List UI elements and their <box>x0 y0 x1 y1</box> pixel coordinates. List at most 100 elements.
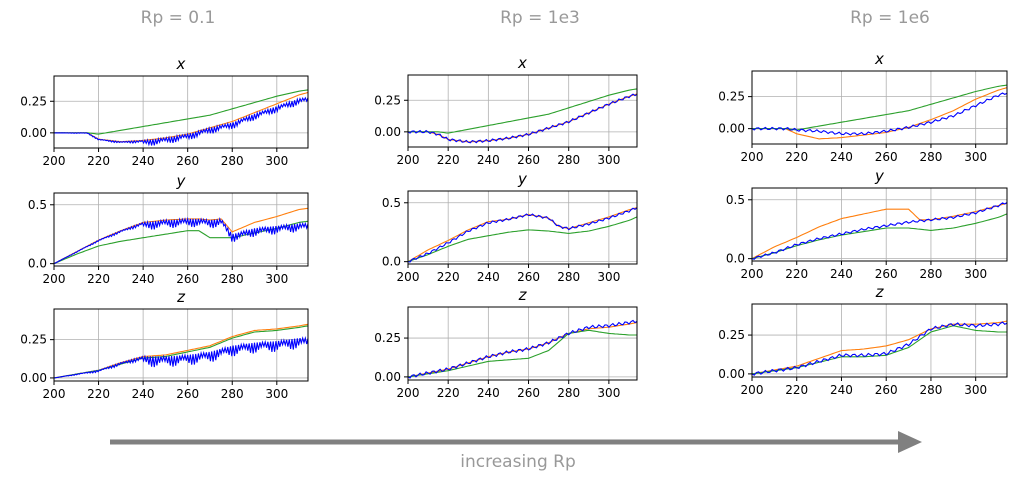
x-tick-label: 220 <box>87 387 110 401</box>
series-line-orange <box>54 91 308 143</box>
axes-frame <box>407 190 638 265</box>
y-tick-label: 0.25 <box>20 333 47 347</box>
x-tick-label: 280 <box>557 153 580 167</box>
subplot-y-col1: 200 220 240 260 280 300 0.0 0.5 y <box>382 170 638 284</box>
x-tick-label: 220 <box>437 270 460 284</box>
x-tick-label: 240 <box>132 387 155 401</box>
y-tick-label: 0.00 <box>20 126 47 140</box>
axes-frame <box>53 192 309 267</box>
x-tick-label: 200 <box>397 270 420 284</box>
subplot-y-col0: 200 220 240 260 280 300 0.0 0.5 y <box>28 172 309 286</box>
subplot-z-col1: 200 220 240 260 280 300 0.00 0.25 z <box>374 286 638 400</box>
x-tick-label: 300 <box>964 267 987 281</box>
subplot-title: z <box>518 286 528 304</box>
x-tick-label: 300 <box>265 387 288 401</box>
y-tick-label: 0.00 <box>718 367 745 381</box>
x-tick-label: 280 <box>221 154 244 168</box>
series-line-orange <box>752 202 1007 260</box>
y-tick-label: 0.0 <box>382 255 401 269</box>
y-tick-label: 0.00 <box>718 122 745 136</box>
series-line-blue <box>752 321 1007 376</box>
x-tick-label: 220 <box>87 154 110 168</box>
x-tick-label: 240 <box>477 386 500 400</box>
subplot-y-col2: 200 220 240 260 280 300 0.0 0.5 y <box>726 167 1008 281</box>
y-tick-label: 0.5 <box>382 196 401 210</box>
x-tick-label: 200 <box>741 267 764 281</box>
subplot-z-col2: 200 220 240 260 280 300 0.00 0.25 z <box>718 283 1008 397</box>
x-tick-label: 280 <box>557 270 580 284</box>
y-tick-label: 0.00 <box>20 371 47 385</box>
subplot-x-col2: 200 220 240 260 280 300 0.00 0.25 x <box>718 50 1008 164</box>
x-tick-label: 260 <box>176 387 199 401</box>
x-tick-label: 300 <box>964 383 987 397</box>
x-tick-label: 300 <box>597 270 620 284</box>
y-tick-label: 0.00 <box>374 125 401 139</box>
x-tick-label: 280 <box>919 150 942 164</box>
x-tick-label: 240 <box>830 150 853 164</box>
x-tick-label: 300 <box>597 153 620 167</box>
x-tick-label: 300 <box>265 154 288 168</box>
x-tick-label: 300 <box>597 386 620 400</box>
x-tick-label: 300 <box>265 272 288 286</box>
subplot-z-col0: 200 220 240 260 280 300 0.00 0.25 z <box>20 288 309 401</box>
x-tick-label: 200 <box>741 383 764 397</box>
series-line-blue <box>752 202 1007 260</box>
series-line-orange <box>408 206 637 263</box>
series-line-green <box>54 220 308 265</box>
column-title-rp-0-1: Rp = 0.1 <box>140 8 216 28</box>
x-tick-label: 200 <box>43 387 66 401</box>
x-tick-label: 220 <box>785 150 808 164</box>
series-line-blue <box>54 335 308 379</box>
x-tick-label: 300 <box>964 150 987 164</box>
y-tick-label: 0.25 <box>718 328 745 342</box>
x-tick-label: 200 <box>397 153 420 167</box>
series-line-green <box>408 329 637 378</box>
y-tick-label: 0.25 <box>374 93 401 107</box>
subplot-title: y <box>874 167 885 185</box>
subplot-title: x <box>517 54 527 72</box>
y-tick-label: 0.00 <box>374 370 401 384</box>
subplot-title: y <box>517 170 528 188</box>
series-line-orange <box>408 321 637 378</box>
subplot-title: z <box>875 283 885 301</box>
x-tick-label: 240 <box>477 270 500 284</box>
series-line-orange <box>54 323 308 379</box>
axes-frame <box>53 308 309 382</box>
x-tick-label: 220 <box>437 386 460 400</box>
x-tick-label: 260 <box>176 272 199 286</box>
axes-frame <box>53 75 309 149</box>
x-tick-label: 240 <box>830 383 853 397</box>
x-tick-label: 200 <box>43 154 66 168</box>
x-tick-label: 280 <box>221 272 244 286</box>
y-tick-label: 0.0 <box>726 252 745 266</box>
x-tick-label: 220 <box>87 272 110 286</box>
x-tick-label: 240 <box>477 153 500 167</box>
series-line-blue <box>54 96 308 147</box>
subplot-title: x <box>874 50 884 68</box>
series-line-blue <box>752 92 1007 136</box>
x-tick-label: 280 <box>919 383 942 397</box>
x-tick-label: 200 <box>397 386 420 400</box>
column-title-rp-1e6: Rp = 1e6 <box>850 8 930 28</box>
x-tick-label: 280 <box>557 386 580 400</box>
x-tick-label: 220 <box>785 267 808 281</box>
x-tick-label: 200 <box>741 150 764 164</box>
x-tick-label: 260 <box>517 386 540 400</box>
subplot-x-col1: 200 220 240 260 280 300 0.00 0.25 x <box>374 54 638 167</box>
series-line-orange <box>54 207 308 265</box>
series-line-green <box>408 216 637 263</box>
x-tick-label: 260 <box>875 383 898 397</box>
x-tick-label: 260 <box>875 267 898 281</box>
x-tick-label: 220 <box>785 383 808 397</box>
x-tick-label: 280 <box>221 387 244 401</box>
y-tick-label: 0.25 <box>718 90 745 104</box>
series-line-blue <box>54 216 308 265</box>
x-tick-label: 260 <box>517 153 540 167</box>
axes-frame <box>751 70 1008 145</box>
arrow-caption: increasing Rp <box>460 452 576 472</box>
y-tick-label: 0.5 <box>28 198 47 212</box>
x-tick-label: 200 <box>43 272 66 286</box>
subplot-title: x <box>176 55 186 73</box>
